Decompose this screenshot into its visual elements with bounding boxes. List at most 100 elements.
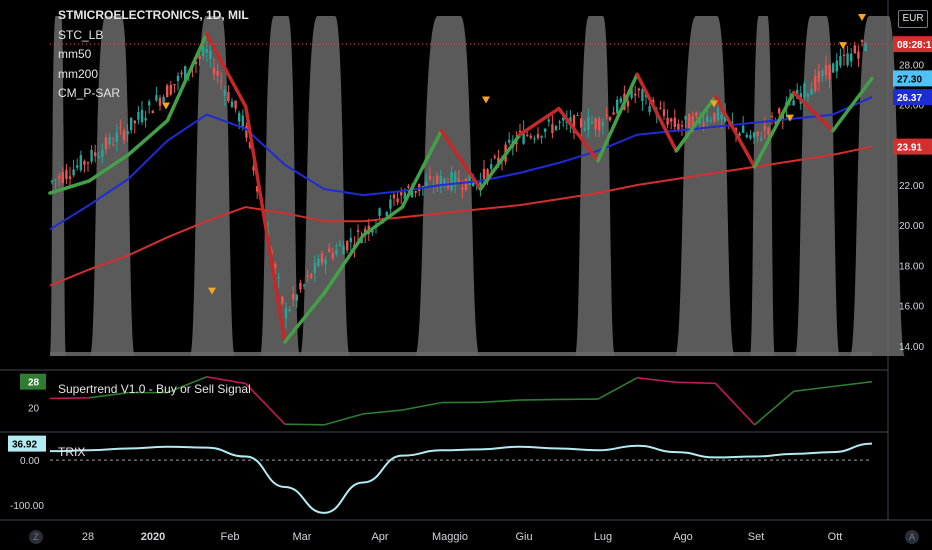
candle-body: [108, 136, 111, 145]
time-axis-label: Lug: [594, 531, 612, 543]
time-axis-label: 28: [82, 531, 94, 543]
price-tick-label: 22.00: [899, 181, 924, 192]
psar-segment: [831, 76, 874, 133]
indicator-mm200[interactable]: mm200: [58, 66, 99, 81]
price-badge: [893, 70, 932, 87]
price-badge: [893, 89, 932, 106]
trix-axis-tick: -100.00: [10, 501, 44, 512]
candle-body: [630, 89, 633, 99]
price-tick-label: 28.00: [899, 60, 924, 71]
candle-body: [212, 67, 216, 75]
psar-segment: [361, 205, 405, 238]
candle-body: [292, 294, 295, 300]
candle-body: [119, 127, 122, 129]
candle-body: [716, 107, 720, 121]
candle-body: [731, 121, 734, 123]
candle-body: [248, 141, 252, 148]
candle-body: [151, 110, 154, 114]
candle-body: [400, 192, 403, 196]
candle-body: [551, 124, 554, 134]
zoom-icon[interactable]: Z: [29, 530, 43, 544]
candle-body: [713, 112, 716, 122]
candle-body: [94, 152, 97, 156]
candle-body: [626, 100, 630, 107]
candle-body: [68, 176, 72, 179]
candle-body: [608, 117, 612, 121]
indicator-mm50[interactable]: mm50: [58, 47, 92, 61]
candle-body: [54, 179, 57, 181]
psar-segment: [283, 291, 326, 344]
candle-body: [176, 75, 180, 82]
candle-body: [461, 187, 464, 190]
candle-body: [778, 108, 781, 114]
candle-body: [853, 45, 856, 54]
time-axis-label: Feb: [221, 531, 240, 543]
candle-body: [454, 172, 457, 186]
candle-body: [547, 119, 550, 122]
price-badge-label: 23.91: [897, 143, 922, 154]
candle-body: [684, 115, 687, 120]
candle-body: [536, 133, 540, 139]
candle-body: [328, 248, 331, 253]
candle-body: [302, 284, 306, 286]
candle-body: [50, 180, 54, 182]
candle-body: [72, 169, 75, 176]
currency-button[interactable]: EUR: [898, 10, 928, 28]
supertrend-title[interactable]: Supertrend V1.0 - Buy or Sell Signal: [58, 382, 251, 396]
candle-body: [720, 114, 723, 120]
candle-body: [518, 130, 522, 133]
candle-body: [709, 120, 712, 122]
candle-body: [223, 90, 226, 96]
signal-marker: [710, 100, 718, 108]
price-tick-label: 20.00: [899, 221, 924, 232]
candle-body: [691, 116, 694, 131]
candle-body: [587, 116, 590, 131]
psar-segment: [596, 72, 639, 163]
candle-body: [410, 190, 414, 198]
candle-body: [752, 132, 756, 138]
candle-body: [695, 112, 698, 116]
supertrend-segment: [597, 377, 638, 400]
candle-body: [436, 175, 439, 184]
candle-body: [310, 273, 313, 278]
psar-segment: [635, 72, 679, 153]
signal-marker: [208, 287, 216, 295]
mm200-line: [49, 145, 873, 287]
candle-body: [598, 118, 601, 131]
supertrend-segment: [754, 390, 795, 426]
indicator-psar[interactable]: CM_P-SAR: [58, 86, 121, 100]
psar-segment: [752, 90, 796, 169]
candle-body: [140, 109, 144, 123]
candle-body: [58, 175, 61, 179]
candle-body: [86, 162, 90, 164]
candle-body: [194, 62, 198, 64]
supertrend-axis-badge-label: 28: [28, 378, 40, 389]
candle-body: [256, 186, 259, 192]
supertrend-segment: [167, 376, 207, 394]
symbol-title[interactable]: STMICROELECTRONICS, 1D, MIL: [58, 8, 249, 22]
candle-body: [781, 114, 784, 121]
candle-body: [238, 113, 241, 122]
candle-body: [331, 252, 334, 259]
candle-body: [421, 185, 424, 188]
time-axis-label: Apr: [371, 531, 388, 543]
candle-body: [281, 296, 284, 304]
trix-title[interactable]: TRIX: [58, 445, 86, 459]
candle-body: [680, 125, 684, 127]
candle-body: [526, 134, 529, 136]
stc-baseline: [50, 352, 872, 356]
supertrend-axis-badge: [20, 373, 46, 390]
indicator-stc[interactable]: STC_LB: [58, 27, 104, 42]
candle-body: [468, 171, 471, 185]
psar-segment: [204, 32, 248, 109]
auto-scale-icon[interactable]: A: [905, 530, 919, 544]
psar-segment: [165, 32, 209, 123]
candle-body: [828, 64, 831, 80]
mm50-line: [49, 96, 873, 231]
candle-body: [396, 198, 399, 203]
candle-body: [446, 183, 450, 189]
candle-body: [616, 99, 619, 113]
candle-body: [497, 157, 500, 165]
candle-body: [554, 125, 558, 131]
